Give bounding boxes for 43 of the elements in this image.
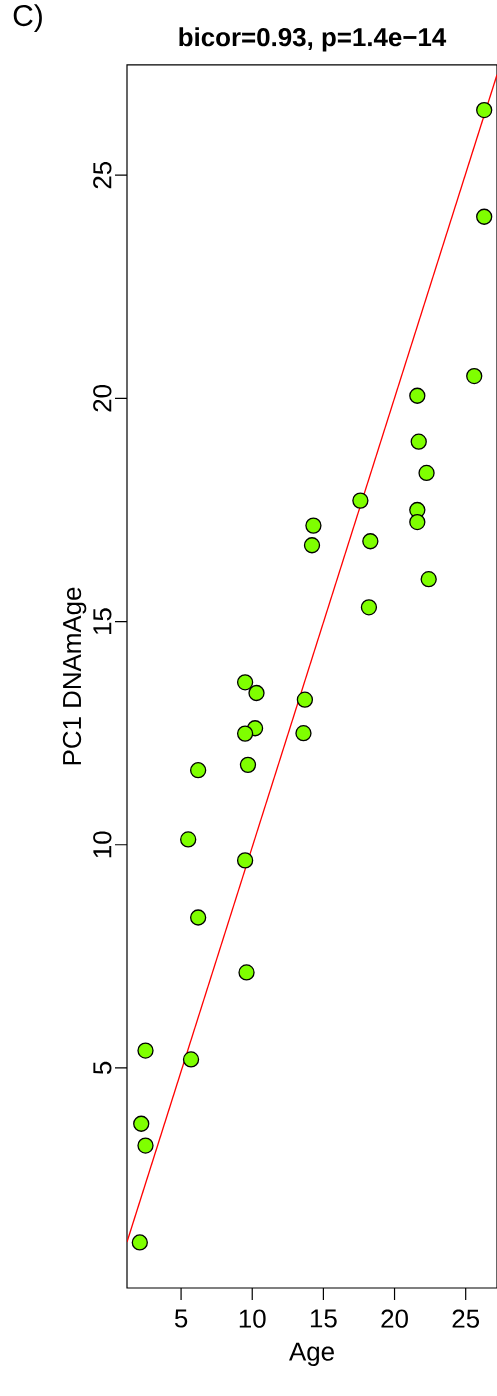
x-tick-label: 15 [310, 1309, 337, 1328]
y-tick-label: 20 [93, 385, 112, 412]
point [409, 513, 426, 531]
point [236, 674, 254, 691]
y-tick-label: 15 [93, 608, 112, 635]
x-tick-label: 5 [174, 1309, 188, 1328]
point [236, 725, 254, 742]
chart-title: bicor=0.93, p=1.4e−14 [179, 27, 447, 52]
point [137, 1137, 154, 1154]
point [410, 433, 427, 450]
y-tick-label: 10 [93, 831, 112, 858]
point [137, 1042, 154, 1059]
point [476, 208, 493, 225]
point [131, 1234, 148, 1251]
text: C) [13, 4, 42, 33]
point [190, 909, 207, 926]
point [360, 599, 378, 616]
x-tick-label: 10 [239, 1309, 266, 1328]
point [239, 756, 257, 774]
point [182, 1051, 200, 1068]
point [236, 852, 254, 869]
point [476, 101, 493, 119]
point [362, 533, 379, 550]
point [133, 1115, 150, 1132]
point [238, 964, 255, 981]
point [296, 691, 314, 708]
point [418, 464, 435, 482]
y-axis-title: PC1 DNAmAge [62, 587, 87, 765]
point [466, 367, 483, 385]
x-tick-label: 25 [452, 1309, 479, 1328]
point [180, 831, 197, 848]
x-tick-label: 20 [381, 1309, 408, 1328]
y-tick-label: 25 [93, 161, 112, 189]
point [295, 725, 312, 742]
point [305, 517, 322, 534]
point [190, 762, 207, 779]
point [303, 537, 321, 554]
point [409, 387, 426, 404]
point [248, 684, 265, 702]
point [420, 571, 437, 588]
x-axis-title: Age [289, 1342, 334, 1366]
point [352, 492, 369, 509]
y-tick-label: 5 [93, 1061, 112, 1075]
